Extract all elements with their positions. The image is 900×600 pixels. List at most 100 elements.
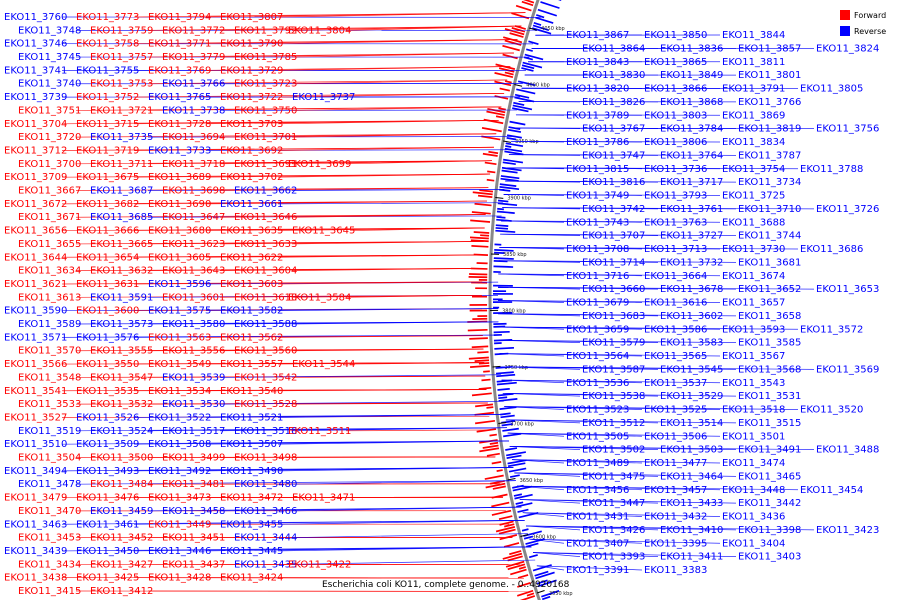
gene-label-item: EKO11_3507 [220,439,283,450]
gene-label: EKO11_3857 [738,43,801,54]
gene-label: EKO11_3475 [582,471,645,482]
leader-line [133,520,525,525]
gene-label-item: EKO11_3702 [220,172,283,183]
gene-label-item: EKO11_3773 [76,12,139,23]
gene-label: EKO11_3679 [566,298,629,309]
gene-label-item: EKO11_3660 [582,284,645,295]
gene-feature [488,150,499,155]
gene-feature [497,199,509,203]
gene-label: EKO11_3646 [234,212,297,223]
gene-feature [474,202,492,207]
gene-label: EKO11_3613 [18,292,81,303]
gene-label: EKO11_3478 [18,479,81,490]
gene-label: EKO11_3830 [582,70,645,81]
gene-label: EKO11_3633 [234,239,297,250]
gene-label: EKO11_3477 [644,458,707,469]
tick-mark [514,84,523,87]
gene-label-item: EKO11_3524 [90,426,153,437]
gene-feature [502,161,516,166]
leader-line [277,520,525,525]
gene-label: EKO11_3425 [76,573,139,584]
leader-line [277,414,506,418]
gene-label-item: EKO11_3502 [582,445,645,456]
gene-label-item: EKO11_3535 [76,386,139,397]
gene-label: EKO11_3512 [582,418,645,429]
gene-label: EKO11_3522 [148,412,211,423]
gene-label: EKO11_3647 [162,212,225,223]
gene-label-item: EKO11_3500 [90,453,153,464]
gene-feature [499,534,518,541]
gene-label-item: EKO11_3491 [738,445,801,456]
gene-label-item: EKO11_3391 [566,565,629,576]
gene-label: EKO11_3538 [582,391,645,402]
gene-label-item: EKO11_3512 [582,418,645,429]
gene-label: EKO11_3590 [4,306,67,317]
gene-label-item: EKO11_3555 [90,346,153,357]
strand-legend: Forward Reverse [840,10,886,36]
gene-feature [483,118,504,125]
leader-line [529,538,721,544]
gene-label-item: EKO11_3667 [18,186,81,197]
gene-label-item: EKO11_3431 [566,512,629,523]
gene-label: EKO11_3758 [76,39,139,50]
leader-line [502,207,815,210]
gene-label-item: EKO11_3789 [566,110,629,121]
gene-feature [521,67,534,72]
gene-label-item: EKO11_3674 [722,271,785,282]
tick-label: 3950 kbp [515,139,539,145]
gene-label-item: EKO11_3681 [738,257,801,268]
gene-label: EKO11_3593 [722,324,785,335]
gene-label: EKO11_3631 [76,279,139,290]
leader-line [277,308,499,312]
gene-label: EKO11_3565 [644,351,707,362]
gene-label-item: EKO11_3490 [220,466,283,477]
forward-swatch [840,10,850,20]
gene-feature [508,467,527,473]
leader-line [501,379,721,384]
gene-feature [469,304,488,306]
gene-feature [510,568,527,576]
gene-label-item: EKO11_3652 [738,284,801,295]
leader-line [505,419,737,424]
gene-label-item: EKO11_3689 [148,172,211,183]
gene-label: EKO11_3548 [18,372,81,383]
gene-label-item: EKO11_3544 [292,359,355,370]
gene-feature [495,227,509,230]
gene-label: EKO11_3689 [148,172,211,183]
gene-label-item: EKO11_3563 [148,332,211,343]
gene-label-item: EKO11_3662 [234,186,297,197]
gene-label-item: EKO11_3645 [292,226,355,237]
leader-line [277,467,514,472]
gene-label: EKO11_3683 [582,311,645,322]
gene-feature [514,493,533,500]
gene-label-item: EKO11_3756 [816,124,879,135]
map-caption: Escherichia coli KO11, complete genome. … [322,580,570,590]
gene-label: EKO11_3508 [148,439,211,450]
gene-label-item: EKO11_3520 [800,405,863,416]
gene-label-item: EKO11_3534 [148,386,211,397]
gene-label-item: EKO11_3659 [566,324,629,335]
legend-item-reverse: Reverse [840,26,886,36]
gene-feature [478,278,488,281]
leader-line [219,400,504,405]
gene-label-item: EKO11_3521 [220,412,283,423]
gene-label: EKO11_3450 [76,546,139,557]
gene-label-item: EKO11_3653 [816,284,879,295]
gene-feature [477,194,493,199]
gene-label: EKO11_3506 [644,431,707,442]
leader-line [511,140,721,143]
gene-feature [493,284,513,287]
leader-line [501,220,721,223]
gene-label: EKO11_3603 [220,279,283,290]
gene-label-item: EKO11_3484 [90,479,153,490]
gene-label-item: EKO11_3791 [722,84,785,95]
gene-label-item: EKO11_3732 [660,257,723,268]
gene-label: EKO11_3395 [644,538,707,549]
leader-line [349,362,485,365]
gene-label: EKO11_3576 [76,332,139,343]
gene-label: EKO11_3790 [220,39,283,50]
gene-feature [482,152,498,157]
leader-line [507,432,721,437]
gene-label-item: EKO11_3792 [234,25,297,36]
gene-label-item: EKO11_3579 [582,338,645,349]
